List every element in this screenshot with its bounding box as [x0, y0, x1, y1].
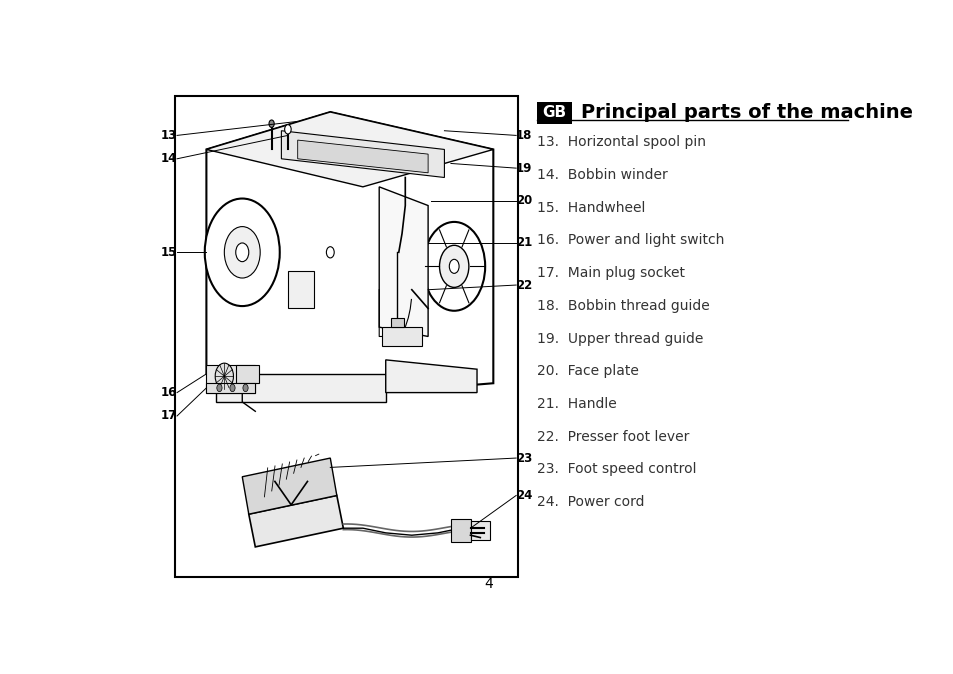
Text: 21.  Handle: 21. Handle	[537, 397, 616, 411]
Ellipse shape	[230, 384, 234, 392]
Bar	[174, 96, 518, 576]
Text: 14: 14	[160, 152, 177, 165]
Polygon shape	[390, 317, 403, 327]
Text: 17: 17	[161, 410, 177, 423]
Text: 13.  Horizontal spool pin: 13. Horizontal spool pin	[537, 135, 705, 150]
Text: 23: 23	[516, 452, 532, 464]
Text: Principal parts of the machine: Principal parts of the machine	[580, 103, 912, 123]
Ellipse shape	[423, 222, 485, 311]
Text: 17.  Main plug socket: 17. Main plug socket	[537, 266, 684, 280]
Text: 15.  Handwheel: 15. Handwheel	[537, 201, 644, 215]
Polygon shape	[470, 521, 490, 540]
Polygon shape	[281, 131, 444, 177]
Ellipse shape	[439, 245, 468, 287]
Text: 18.  Bobbin thread guide: 18. Bobbin thread guide	[537, 299, 709, 313]
Text: 13: 13	[161, 129, 177, 142]
Ellipse shape	[326, 247, 334, 258]
Polygon shape	[249, 495, 343, 547]
Ellipse shape	[269, 120, 274, 127]
Ellipse shape	[243, 384, 248, 392]
Text: 16: 16	[160, 386, 177, 399]
Ellipse shape	[284, 125, 291, 134]
Text: 15: 15	[160, 246, 177, 259]
Text: 23.  Foot speed control: 23. Foot speed control	[537, 462, 696, 477]
Polygon shape	[206, 112, 493, 392]
Polygon shape	[378, 187, 428, 336]
Text: 20.  Face plate: 20. Face plate	[537, 364, 639, 378]
Polygon shape	[451, 519, 470, 542]
Polygon shape	[235, 365, 258, 384]
Text: 22: 22	[516, 278, 532, 292]
Polygon shape	[297, 140, 428, 173]
Text: 22.  Presser foot lever: 22. Presser foot lever	[537, 429, 689, 443]
Polygon shape	[206, 384, 255, 392]
Ellipse shape	[224, 226, 260, 278]
Text: 21: 21	[516, 237, 532, 249]
Polygon shape	[206, 365, 255, 392]
Ellipse shape	[449, 259, 458, 274]
Text: 24.  Power cord: 24. Power cord	[537, 495, 644, 509]
Ellipse shape	[235, 243, 249, 262]
Polygon shape	[382, 327, 421, 346]
Polygon shape	[206, 112, 493, 187]
Ellipse shape	[215, 363, 233, 390]
Text: 24: 24	[516, 489, 532, 502]
Bar	[537, 102, 572, 124]
Text: 19: 19	[516, 162, 532, 175]
Text: GB: GB	[542, 105, 566, 121]
Ellipse shape	[205, 199, 279, 306]
Text: 20: 20	[516, 194, 532, 208]
Text: 4: 4	[484, 576, 493, 590]
Ellipse shape	[216, 384, 222, 392]
Text: 14.  Bobbin winder: 14. Bobbin winder	[537, 168, 667, 182]
Text: 19.  Upper thread guide: 19. Upper thread guide	[537, 332, 702, 346]
Polygon shape	[216, 374, 385, 402]
Polygon shape	[242, 458, 336, 514]
Text: 16.  Power and light switch: 16. Power and light switch	[537, 233, 723, 247]
Text: 18: 18	[516, 129, 532, 142]
Polygon shape	[288, 271, 314, 309]
Polygon shape	[385, 360, 476, 392]
